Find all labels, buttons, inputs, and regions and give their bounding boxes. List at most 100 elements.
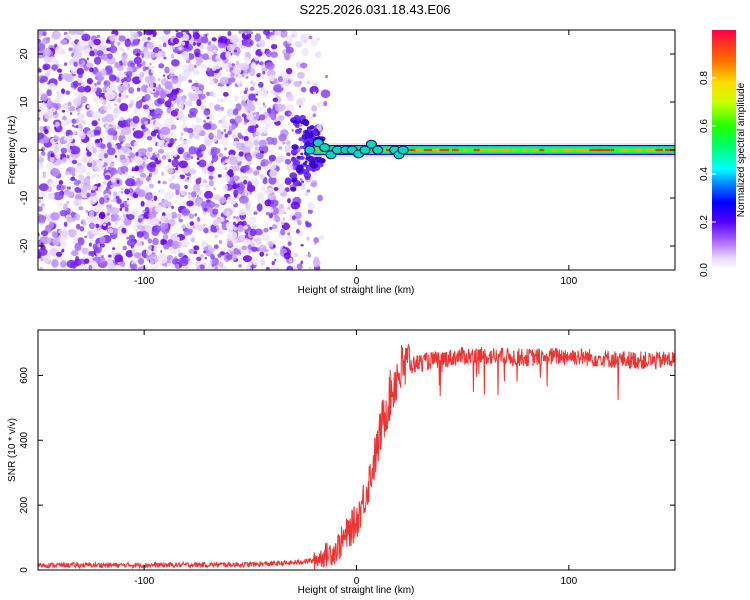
noise-blob bbox=[249, 86, 255, 91]
noise-blob bbox=[97, 118, 101, 121]
noise-blob bbox=[121, 52, 128, 60]
noise-blob bbox=[180, 208, 191, 216]
noise-blob bbox=[119, 154, 126, 160]
noise-blob bbox=[52, 124, 55, 127]
noise-blob bbox=[42, 174, 47, 179]
y-tick-label: 200 bbox=[19, 496, 30, 513]
noise-blob bbox=[300, 260, 304, 265]
noise-blob bbox=[159, 90, 167, 99]
line-core bbox=[439, 148, 450, 152]
snr-y-ticks: 0 200 400 600 bbox=[19, 367, 675, 573]
noise-blob bbox=[188, 213, 195, 219]
noise-blob bbox=[204, 108, 208, 111]
noise-blob bbox=[121, 222, 125, 226]
noise-blob bbox=[255, 236, 262, 246]
noise-blob bbox=[81, 156, 86, 161]
noise-blob bbox=[125, 71, 133, 78]
noise-blob bbox=[143, 231, 150, 240]
noise-blob bbox=[154, 150, 158, 155]
noise-blob bbox=[221, 137, 228, 146]
noise-blob bbox=[240, 195, 245, 200]
noise-blob bbox=[204, 190, 213, 200]
noise-blob bbox=[291, 215, 296, 220]
noise-blob bbox=[94, 217, 105, 226]
noise-blob bbox=[107, 254, 112, 258]
noise-blob bbox=[180, 190, 187, 197]
noise-blob bbox=[208, 175, 214, 180]
noise-blob bbox=[198, 53, 203, 57]
noise-blob bbox=[137, 189, 146, 198]
noise-blob bbox=[184, 101, 188, 106]
noise-blob bbox=[209, 136, 212, 140]
noise-blob bbox=[272, 97, 279, 102]
noise-blob bbox=[189, 221, 194, 226]
line-core bbox=[473, 148, 480, 152]
noise-blob bbox=[46, 237, 52, 244]
noise-blob bbox=[115, 195, 120, 200]
noise-blob bbox=[242, 146, 251, 154]
noise-blob bbox=[190, 156, 194, 159]
noise-blob bbox=[153, 246, 157, 251]
line-wiggle bbox=[304, 145, 316, 155]
noise-blob bbox=[232, 129, 236, 133]
noise-blob bbox=[72, 198, 83, 207]
line-wiggle bbox=[359, 145, 371, 155]
noise-blob bbox=[300, 33, 310, 42]
noise-blob bbox=[91, 111, 102, 120]
noise-blob bbox=[237, 63, 242, 69]
noise-blob bbox=[254, 97, 258, 102]
noise-blob bbox=[275, 95, 279, 98]
noise-blob bbox=[252, 224, 257, 229]
noise-blob bbox=[217, 174, 222, 178]
noise-blob bbox=[114, 254, 123, 263]
noise-blob bbox=[120, 131, 125, 137]
noise-blob bbox=[187, 260, 194, 266]
noise-blob bbox=[97, 183, 101, 186]
noise-blob bbox=[171, 205, 174, 210]
noise-blob bbox=[181, 41, 186, 46]
y-tick-label: 600 bbox=[19, 367, 30, 384]
noise-blob bbox=[105, 165, 109, 170]
noise-blob bbox=[171, 258, 178, 266]
noise-blob bbox=[108, 74, 117, 82]
noise-blob bbox=[214, 203, 220, 208]
noise-blob bbox=[86, 151, 92, 157]
noise-blob bbox=[61, 73, 71, 81]
noise-blob bbox=[70, 261, 78, 269]
noise-blob bbox=[225, 254, 233, 261]
noise-blob bbox=[53, 145, 60, 154]
noise-blob bbox=[139, 176, 145, 182]
noise-blob bbox=[269, 208, 274, 213]
noise-blob bbox=[109, 85, 117, 92]
noise-blob bbox=[123, 76, 132, 83]
noise-blob bbox=[243, 164, 250, 171]
noise-blob bbox=[256, 192, 265, 199]
noise-blob bbox=[150, 217, 158, 225]
figure-title: S225.2026.031.18.43.E06 bbox=[299, 2, 451, 17]
noise-blob bbox=[204, 137, 209, 141]
noise-blob bbox=[198, 177, 202, 182]
noise-blob bbox=[196, 195, 199, 198]
noise-blob bbox=[132, 247, 135, 250]
noise-blob bbox=[265, 253, 268, 257]
noise-blob bbox=[188, 79, 193, 83]
line-core bbox=[610, 148, 615, 152]
noise-blob bbox=[112, 112, 119, 119]
noise-blob bbox=[295, 61, 301, 69]
noise-blob bbox=[58, 50, 64, 56]
noise-blob bbox=[190, 237, 195, 243]
noise-blob bbox=[268, 213, 273, 219]
noise-blob bbox=[38, 235, 41, 239]
noise-blob bbox=[280, 70, 287, 78]
noise-blob bbox=[274, 228, 280, 233]
noise-blob bbox=[271, 260, 275, 266]
noise-blob bbox=[75, 124, 79, 129]
noise-blob bbox=[231, 131, 236, 136]
noise-blob bbox=[247, 181, 253, 188]
noise-blob bbox=[51, 167, 59, 177]
noise-blob bbox=[133, 56, 142, 65]
noise-blob bbox=[253, 170, 260, 176]
noise-blob bbox=[251, 177, 259, 186]
noise-blob bbox=[164, 152, 172, 160]
noise-blob bbox=[248, 67, 256, 77]
